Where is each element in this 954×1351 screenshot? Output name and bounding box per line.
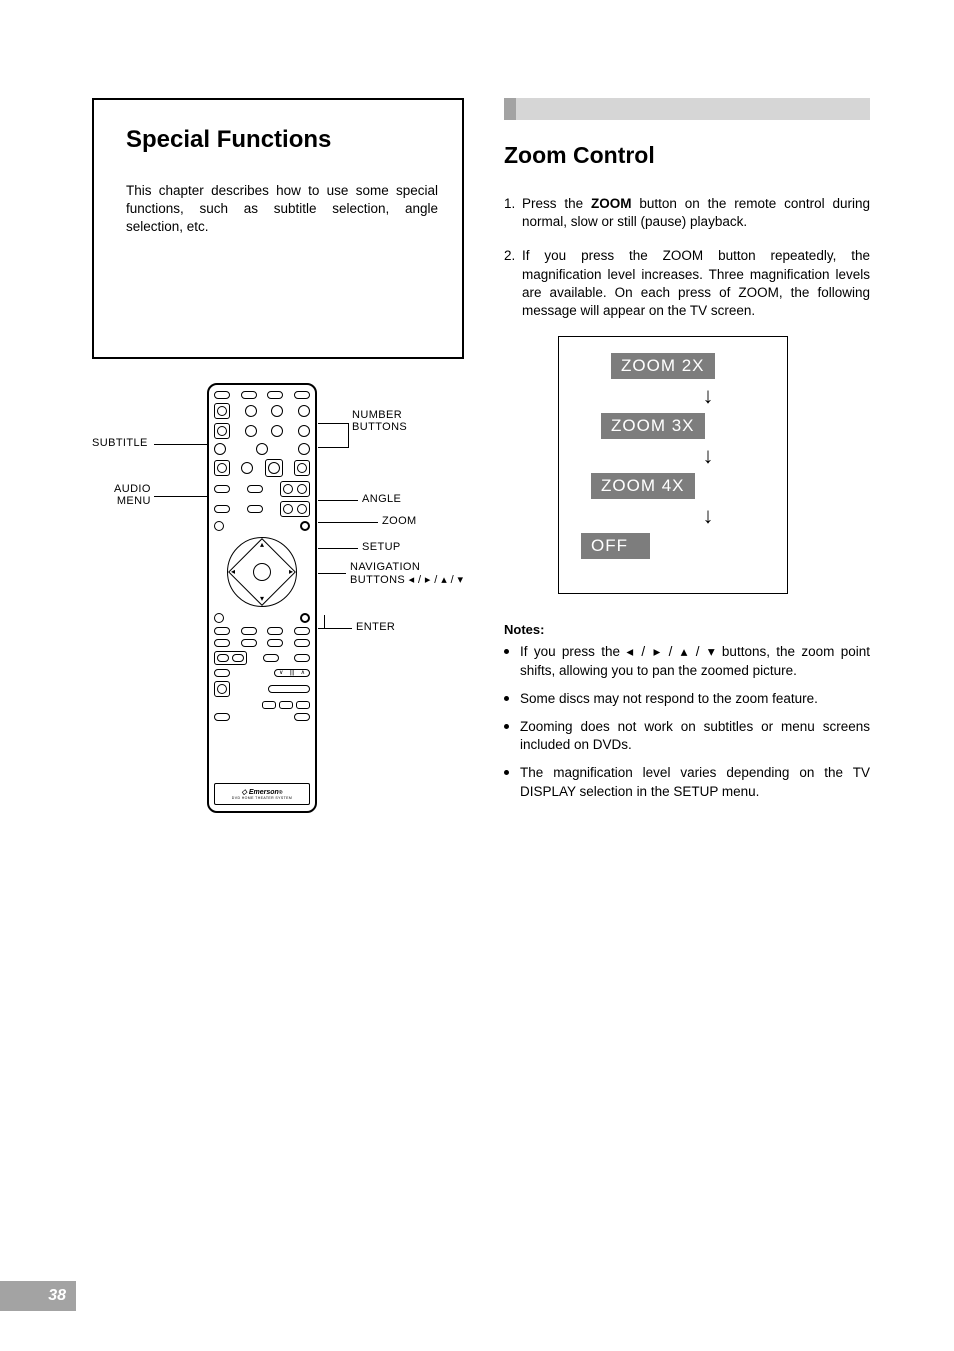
label-audio: AUDIO (114, 483, 151, 495)
note1-arrows: ◂ / ▸ / ▴ / ▾ (626, 644, 715, 659)
notes-list: If you press the ◂ / ▸ / ▴ / ▾ buttons, … (504, 643, 870, 801)
label-menu: MENU (117, 495, 151, 507)
note1-pre: If you press the (520, 644, 626, 659)
label-number-buttons: NUMBER BUTTONS (352, 409, 407, 433)
zoom-4x-tag: ZOOM 4X (591, 473, 695, 499)
leader-line (318, 447, 349, 448)
zoom-sequence-diagram: ZOOM 2X ↓ ZOOM 3X ↓ ZOOM 4X ↓ OFF (558, 336, 788, 594)
leader-line (318, 573, 346, 574)
note-item: The magnification level varies depending… (504, 764, 870, 800)
remote-diagram: SUBTITLE AUDIO MENU NUMBER BUTTONS ANGLE (92, 383, 464, 863)
down-arrow-icon: ↓ (577, 505, 769, 527)
label-audio-menu: AUDIO MENU (114, 483, 151, 507)
label-navigation: NAVIGATION (350, 561, 420, 573)
step1-bold: ZOOM (591, 196, 632, 211)
audio-menu-row (214, 459, 310, 477)
subtitle-row (214, 423, 310, 439)
leader-line (318, 500, 358, 501)
special-functions-box: Special Functions This chapter describes… (92, 98, 464, 359)
leader-line (324, 615, 325, 629)
remote-body: ▴ ▾ ◂ ▸ ∨||| (207, 383, 317, 813)
label-navigation-buttons: NAVIGATION BUTTONS ◂ / ▸ / ▴ / ▾ (350, 561, 463, 586)
step1-pre: Press the (522, 196, 591, 211)
note-item: Zooming does not work on subtitles or me… (504, 718, 870, 754)
note-item: If you press the ◂ / ▸ / ▴ / ▾ buttons, … (504, 643, 870, 679)
remote-logo: ◇ Emerson® DVD HOME THEATER SYSTEM (214, 783, 310, 805)
notes-heading: Notes: (504, 622, 870, 637)
zoom-3x-tag: ZOOM 3X (601, 413, 705, 439)
label-zoom: ZOOM (382, 515, 417, 527)
leader-line (318, 522, 378, 523)
label-nav-arrows: BUTTONS ◂ / ▸ / ▴ / ▾ (350, 574, 463, 586)
step-1: 1. Press the ZOOM button on the remote c… (504, 195, 870, 231)
leader-line (348, 423, 349, 447)
leader-line (318, 423, 348, 424)
label-angle: ANGLE (362, 493, 401, 505)
label-subtitle: SUBTITLE (92, 437, 148, 449)
special-functions-intro: This chapter describes how to use some s… (126, 182, 438, 237)
note-item: Some discs may not respond to the zoom f… (504, 690, 870, 708)
down-arrow-icon: ↓ (577, 385, 769, 407)
special-functions-title: Special Functions (126, 126, 438, 154)
leader-line (154, 496, 207, 497)
label-enter: ENTER (356, 621, 395, 633)
page-number: 38 (0, 1281, 76, 1311)
brand-name: Emerson (249, 789, 279, 796)
down-arrow-icon: ↓ (577, 445, 769, 467)
brand-sub: DVD HOME THEATER SYSTEM (219, 796, 305, 800)
zoom-off-tag: OFF (581, 533, 650, 559)
leader-line (154, 444, 207, 445)
leader-line (324, 628, 352, 629)
leader-line (318, 548, 358, 549)
navigation-pad: ▴ ▾ ◂ ▸ (227, 537, 297, 607)
step-2: 2. If you press the ZOOM button repeated… (504, 247, 870, 320)
section-header-bar (504, 98, 870, 120)
step2-body: If you press the ZOOM button repeatedly,… (522, 247, 870, 320)
label-number: NUMBER (352, 409, 402, 421)
label-buttons: BUTTONS (352, 421, 407, 433)
zoom-control-heading: Zoom Control (504, 142, 870, 169)
label-setup: SETUP (362, 541, 401, 553)
zoom-2x-tag: ZOOM 2X (611, 353, 715, 379)
